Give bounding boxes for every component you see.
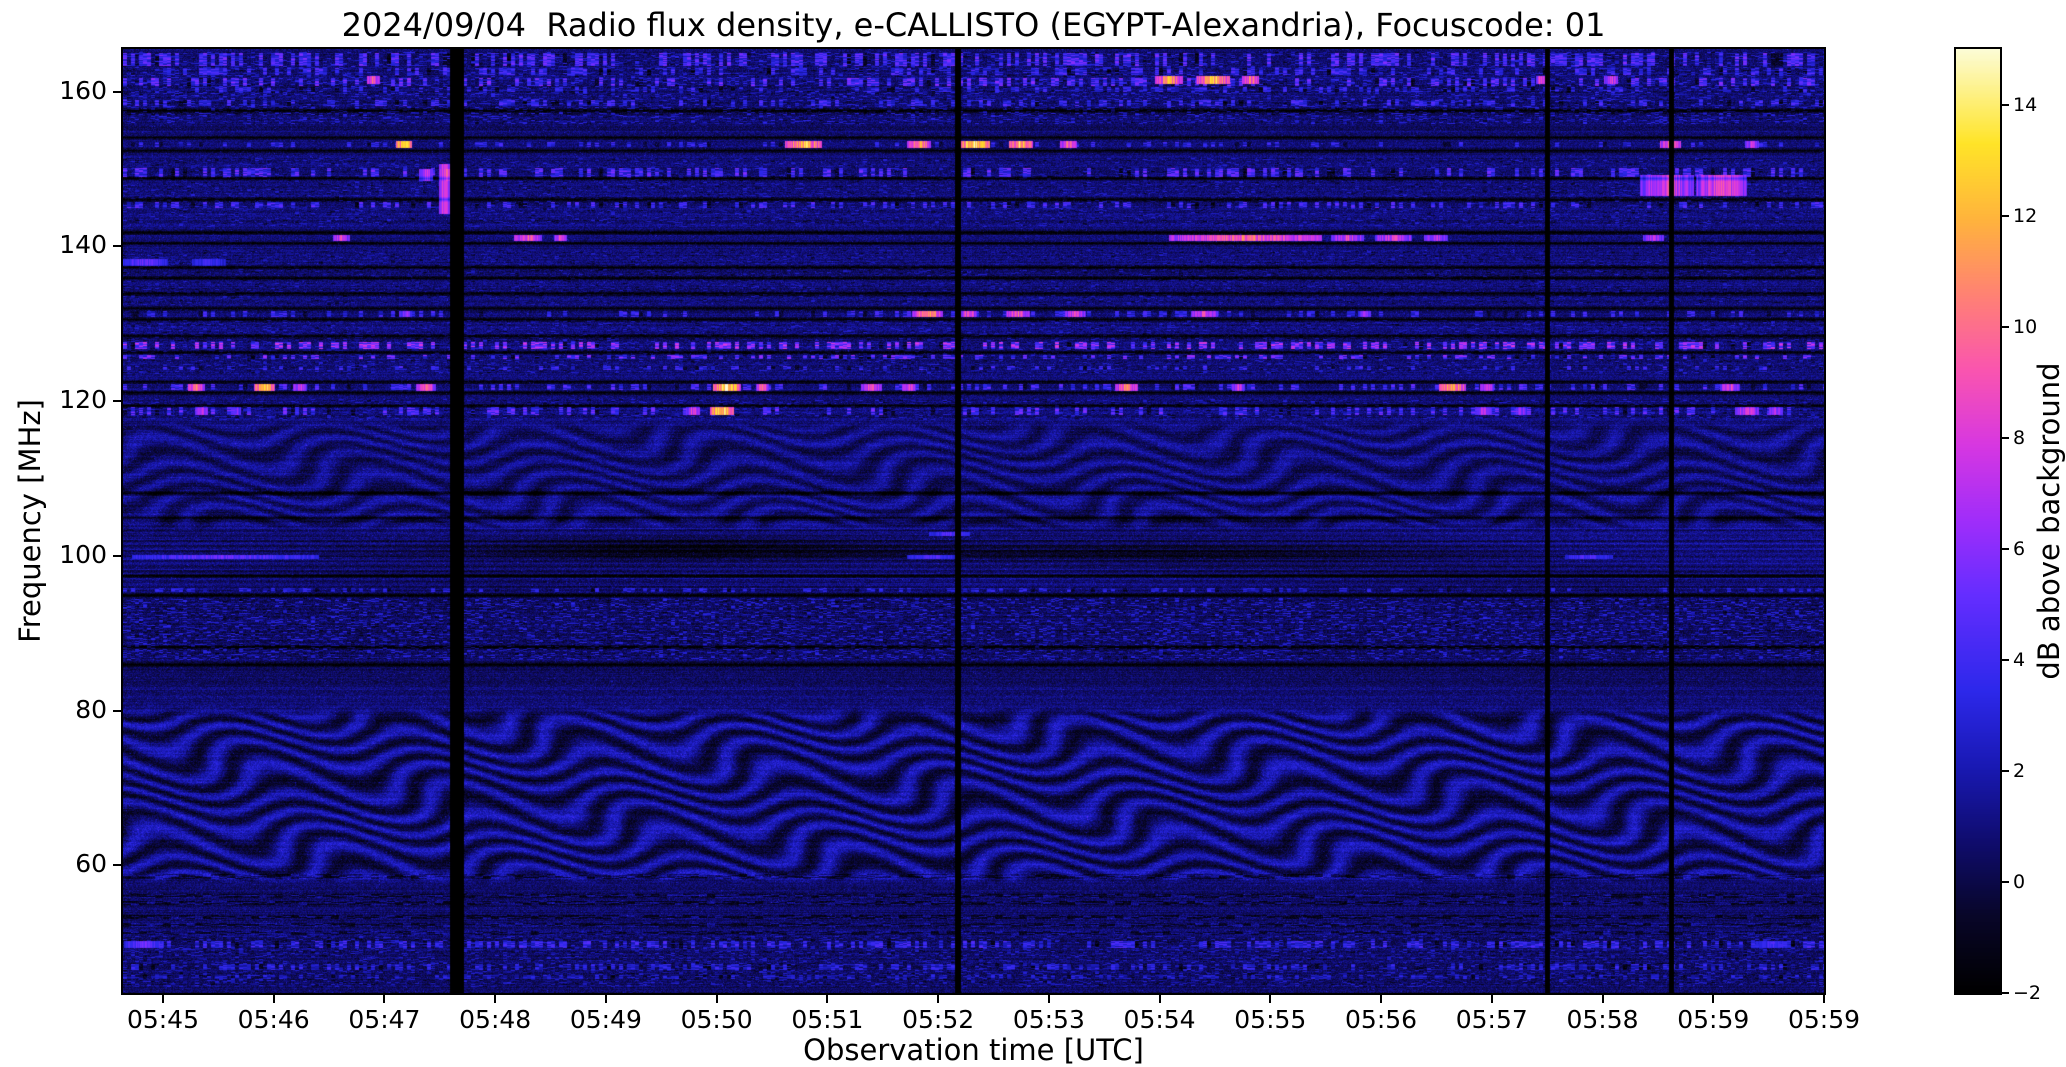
x-tick-label: 05:48 [459, 1005, 532, 1034]
colorbar-tick-mark [2002, 436, 2009, 439]
y-tick-label: 80 [75, 694, 107, 724]
y-tick-mark [113, 554, 121, 557]
x-tick-label: 05:53 [1012, 1005, 1085, 1034]
colorbar-label: dB above background [2032, 362, 2066, 680]
x-tick-label: 05:56 [1345, 1005, 1418, 1034]
x-tick-mark [1158, 995, 1161, 1003]
x-tick-label: 05:59 [1677, 1005, 1750, 1034]
chart-title: 2024/09/04 Radio flux density, e-CALLIST… [341, 6, 1606, 44]
spectrogram-canvas [123, 49, 1824, 993]
colorbar-tick-mark [2002, 547, 2009, 550]
x-tick-mark [383, 995, 386, 1003]
y-tick-label: 120 [59, 385, 107, 415]
y-axis-label: Frequency [MHz] [13, 399, 47, 643]
x-tick-label: 05:50 [680, 1005, 753, 1034]
x-tick-label: 05:54 [1123, 1005, 1196, 1034]
colorbar-tick-label: 6 [2013, 537, 2026, 560]
x-axis-label: Observation time [UTC] [803, 1033, 1144, 1067]
x-tick-mark [1269, 995, 1272, 1003]
x-tick-mark [1823, 995, 1825, 1003]
x-tick-mark [494, 995, 497, 1003]
colorbar-tick-label: 8 [2013, 426, 2026, 449]
x-tick-mark [1601, 995, 1604, 1003]
y-tick-mark [113, 90, 121, 93]
y-tick-label: 160 [59, 75, 107, 105]
y-tick-label: 140 [59, 230, 107, 260]
x-tick-mark [272, 995, 275, 1003]
colorbar-tick-label: 10 [2013, 315, 2038, 338]
x-tick-mark [604, 995, 607, 1003]
y-tick-mark [113, 864, 121, 867]
y-tick-label: 100 [59, 539, 107, 569]
x-tick-mark [826, 995, 829, 1003]
colorbar-tick-mark [2002, 658, 2009, 661]
x-tick-mark [1047, 995, 1050, 1003]
x-tick-mark [1490, 995, 1493, 1003]
colorbar-tick-mark [2002, 769, 2009, 772]
x-tick-label: 05:49 [569, 1005, 642, 1034]
colorbar-tick-label: 0 [2013, 870, 2026, 893]
colorbar-tick-label: −2 [2013, 982, 2042, 1004]
colorbar-canvas [1956, 49, 2000, 993]
x-tick-label: 05:51 [791, 1005, 864, 1034]
x-tick-label: 05:55 [1234, 1005, 1307, 1034]
x-tick-mark [161, 995, 164, 1003]
x-tick-label: 05:52 [902, 1005, 975, 1034]
colorbar-tick-mark [2002, 103, 2009, 106]
x-tick-mark [1712, 995, 1715, 1003]
x-tick-label: 05:46 [237, 1005, 310, 1034]
colorbar-tick-mark [2002, 992, 2009, 994]
colorbar-tick-mark [2002, 880, 2009, 883]
y-tick-mark [113, 245, 121, 248]
x-tick-label: 05:45 [126, 1005, 199, 1034]
y-tick-mark [113, 709, 121, 712]
x-tick-label: 05:57 [1455, 1005, 1528, 1034]
y-tick-mark [113, 400, 121, 403]
x-tick-label: 05:58 [1566, 1005, 1639, 1034]
colorbar-tick-label: 2 [2013, 759, 2026, 782]
y-tick-label: 60 [75, 849, 107, 879]
colorbar-tick-mark [2002, 214, 2009, 217]
colorbar-tick-label: 4 [2013, 648, 2026, 671]
x-tick-mark [937, 995, 940, 1003]
colorbar-tick-mark [2002, 325, 2009, 328]
x-tick-mark [715, 995, 718, 1003]
x-tick-mark [1380, 995, 1383, 1003]
colorbar-tick-label: 12 [2013, 204, 2038, 227]
x-tick-label: 05:47 [348, 1005, 421, 1034]
colorbar-tick-label: 14 [2013, 93, 2038, 116]
x-tick-label: 05:59 [1787, 1005, 1861, 1034]
